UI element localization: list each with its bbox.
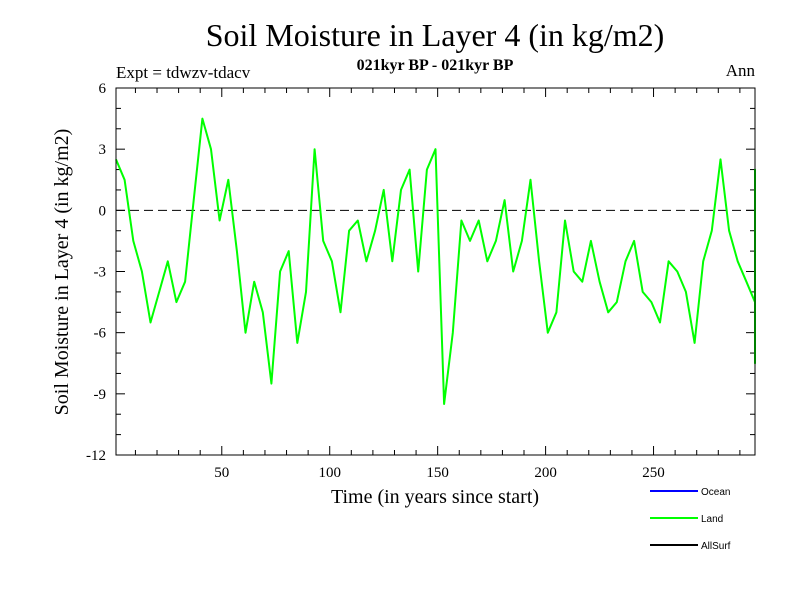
plot-frame <box>115 87 756 456</box>
legend-label-allsurf: AllSurf <box>701 541 731 552</box>
series-line-land <box>115 117 756 405</box>
x-tick-label-200: 200 <box>534 465 557 481</box>
legend-label-land: Land <box>701 514 723 525</box>
x-tick-label-250: 250 <box>642 465 665 481</box>
chart-title: Soil Moisture in Layer 4 (in kg/m2) <box>206 17 665 53</box>
axis-tick-labels: 50 100 150 200 250 6 3 0 -3 -6 -9 -12 <box>86 81 665 481</box>
y-tick-label--12: -12 <box>86 448 106 464</box>
expt-label: Expt = tdwzv-tdacv <box>116 63 251 82</box>
data-series <box>115 117 756 405</box>
y-tick-label-3: 3 <box>99 142 107 158</box>
legend-label-ocean: Ocean <box>701 487 730 498</box>
period-label: Ann <box>726 61 756 80</box>
x-tick-label-50: 50 <box>214 465 229 481</box>
y-tick-label-6: 6 <box>99 81 107 97</box>
x-axis-label: Time (in years since start) <box>331 486 539 508</box>
y-tick-label--3: -3 <box>94 265 107 281</box>
y-tick-label--9: -9 <box>94 387 107 403</box>
legend: Ocean Land AllSurf <box>650 487 731 552</box>
chart-subtitle: 021kyr BP - 021kyr BP <box>357 57 514 74</box>
x-tick-label-100: 100 <box>318 465 341 481</box>
axis-ticks <box>116 88 755 455</box>
y-axis-label: Soil Moisture in Layer 4 (in kg/m2) <box>51 129 73 416</box>
x-tick-label-150: 150 <box>426 465 449 481</box>
y-tick-label--6: -6 <box>94 326 107 342</box>
y-tick-label-0: 0 <box>99 203 107 219</box>
